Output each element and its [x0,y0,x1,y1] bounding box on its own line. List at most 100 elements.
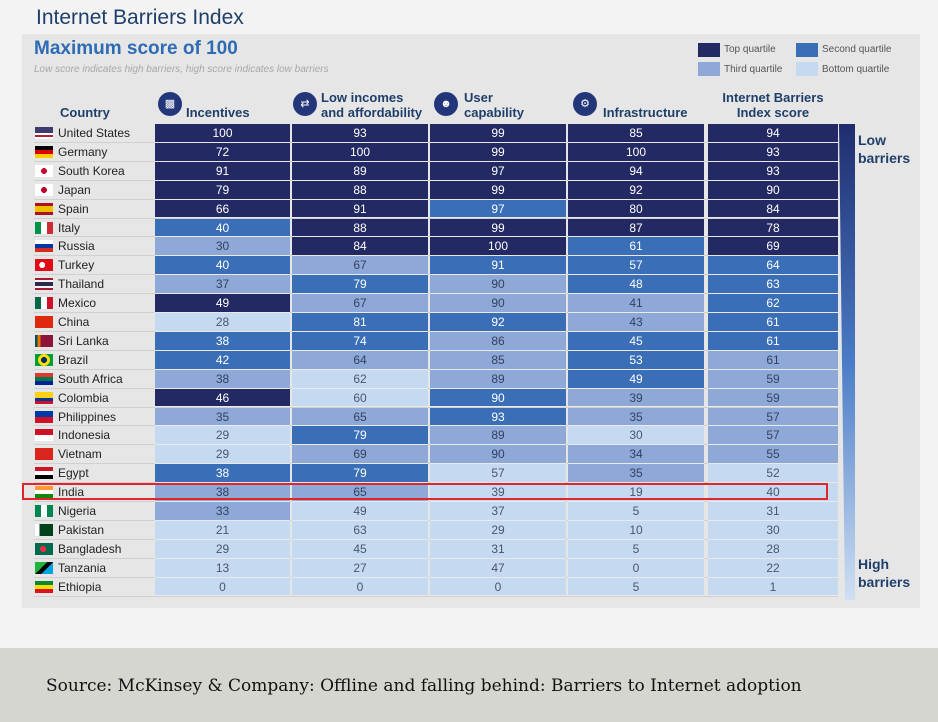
low-barriers-label-1: Low [858,132,886,148]
cell-india-col5: 40 [708,483,838,502]
flag-india-icon [35,486,53,499]
cell-china-col1: 28 [155,313,290,332]
cell-mexico-col3: 90 [430,294,566,313]
country-label-united-states: United States [58,126,131,140]
country-label-spain: Spain [58,201,89,216]
cell-nigeria-col5: 31 [708,502,838,521]
cell-egypt-col1: 38 [155,464,290,484]
money-icon: ⇄ [293,92,317,116]
flag-germany-icon [35,145,53,158]
cell-japan-col1: 79 [155,180,290,200]
flag-sri-lanka-icon [35,334,53,347]
cell-egypt-col3: 57 [430,464,566,484]
cell-south-korea-col4: 94 [568,161,704,181]
cell-china-col2: 81 [292,313,428,332]
cell-pakistan-col1: 21 [155,520,290,540]
user-head-icon: ☻ [434,92,458,116]
cell-indonesia-col3: 89 [430,426,566,446]
cell-tanzania-col4: 0 [568,558,704,578]
cell-brazil-col2: 64 [292,350,428,370]
country-label-egypt: Egypt [58,466,89,481]
cell-bangladesh-col5: 28 [708,539,838,559]
cell-egypt-col4: 35 [568,464,704,484]
cell-vietnam-col4: 34 [568,445,704,465]
header-index-line1: Internet Barriers [722,90,824,105]
cell-mexico-col2: 67 [292,294,428,313]
cell-brazil-col5: 61 [708,350,838,370]
cell-pakistan-col2: 63 [292,520,428,540]
cell-pakistan-col5: 30 [708,520,838,540]
cell-philippines-col1: 35 [155,407,290,427]
header-user-line2: capability [464,105,524,120]
cell-brazil-col4: 53 [568,350,704,370]
flag-indonesia-icon [35,429,53,442]
flag-colombia-icon [35,391,53,404]
flag-united-states-icon [35,127,53,139]
cell-vietnam-col5: 55 [708,445,838,465]
cell-united-states-col3: 99 [430,124,566,143]
cell-south-africa-col2: 62 [292,369,428,389]
cell-china-col4: 43 [568,313,704,332]
cell-colombia-col1: 46 [155,388,290,408]
cell-indonesia-col4: 30 [568,426,704,446]
cell-thailand-col2: 79 [292,275,428,295]
country-label-philippines: Philippines [58,409,117,424]
flag-thailand-icon [35,278,53,291]
country-label-turkey: Turkey [58,258,95,273]
cell-spain-col3: 97 [430,199,566,219]
cell-germany-col2: 100 [292,142,428,162]
cell-italy-col2: 88 [292,218,428,238]
country-label-tanzania: Tanzania [58,560,107,575]
cell-germany-col4: 100 [568,142,704,162]
cell-philippines-col5: 57 [708,407,838,427]
cell-south-africa-col3: 89 [430,369,566,389]
country-label-germany: Germany [58,144,108,159]
cell-turkey-col5: 64 [708,256,838,276]
country-label-vietnam: Vietnam [58,447,102,462]
cell-germany-col1: 72 [155,142,290,162]
country-label-south-korea: South Korea [58,163,125,178]
legend-label-top: Top quartile [724,44,776,55]
flag-brazil-icon [35,353,53,366]
cell-tanzania-col5: 22 [708,558,838,578]
country-label-bangladesh: Bangladesh [58,541,122,556]
country-label-china: China [58,315,90,329]
cell-india-col4: 19 [568,483,704,502]
cell-ethiopia-col2: 0 [292,577,428,597]
cell-tanzania-col2: 27 [292,558,428,578]
cell-italy-col5: 78 [708,218,838,238]
india-highlight-box [22,483,828,500]
legend-swatch-bottom [796,62,818,76]
cell-russia-col1: 30 [155,237,290,257]
flag-mexico-icon [35,297,53,310]
cell-sri-lanka-col4: 45 [568,331,704,351]
cell-bangladesh-col2: 45 [292,539,428,559]
barrier-gradient-arrow [839,124,855,600]
cell-thailand-col5: 63 [708,275,838,295]
legend-label-second: Second quartile [822,44,892,55]
header-infrastructure: Infrastructure [603,105,688,120]
cell-tanzania-col1: 13 [155,558,290,578]
cell-sri-lanka-col3: 86 [430,331,566,351]
cell-russia-col3: 100 [430,237,566,257]
cell-nigeria-col1: 33 [155,502,290,521]
country-label-mexico: Mexico [58,296,97,311]
flag-italy-icon [35,221,53,234]
cell-sri-lanka-col5: 61 [708,331,838,351]
flag-nigeria-icon [35,505,53,517]
header-incomes-line2: and affordability [321,105,423,120]
cell-thailand-col3: 90 [430,275,566,295]
cell-colombia-col2: 60 [292,388,428,408]
cell-spain-col4: 80 [568,199,704,219]
cell-bangladesh-col4: 5 [568,539,704,559]
high-barriers-label-2: barriers [858,574,911,590]
cell-philippines-col4: 35 [568,407,704,427]
cell-nigeria-col4: 5 [568,502,704,521]
cell-united-states-col4: 85 [568,124,704,143]
cell-philippines-col2: 65 [292,407,428,427]
cell-bangladesh-col3: 31 [430,539,566,559]
header-index-line2: Index score [736,105,810,120]
country-label-brazil: Brazil [58,352,89,367]
header-user-line1: User [464,90,493,105]
flag-tanzania-icon [35,561,53,574]
